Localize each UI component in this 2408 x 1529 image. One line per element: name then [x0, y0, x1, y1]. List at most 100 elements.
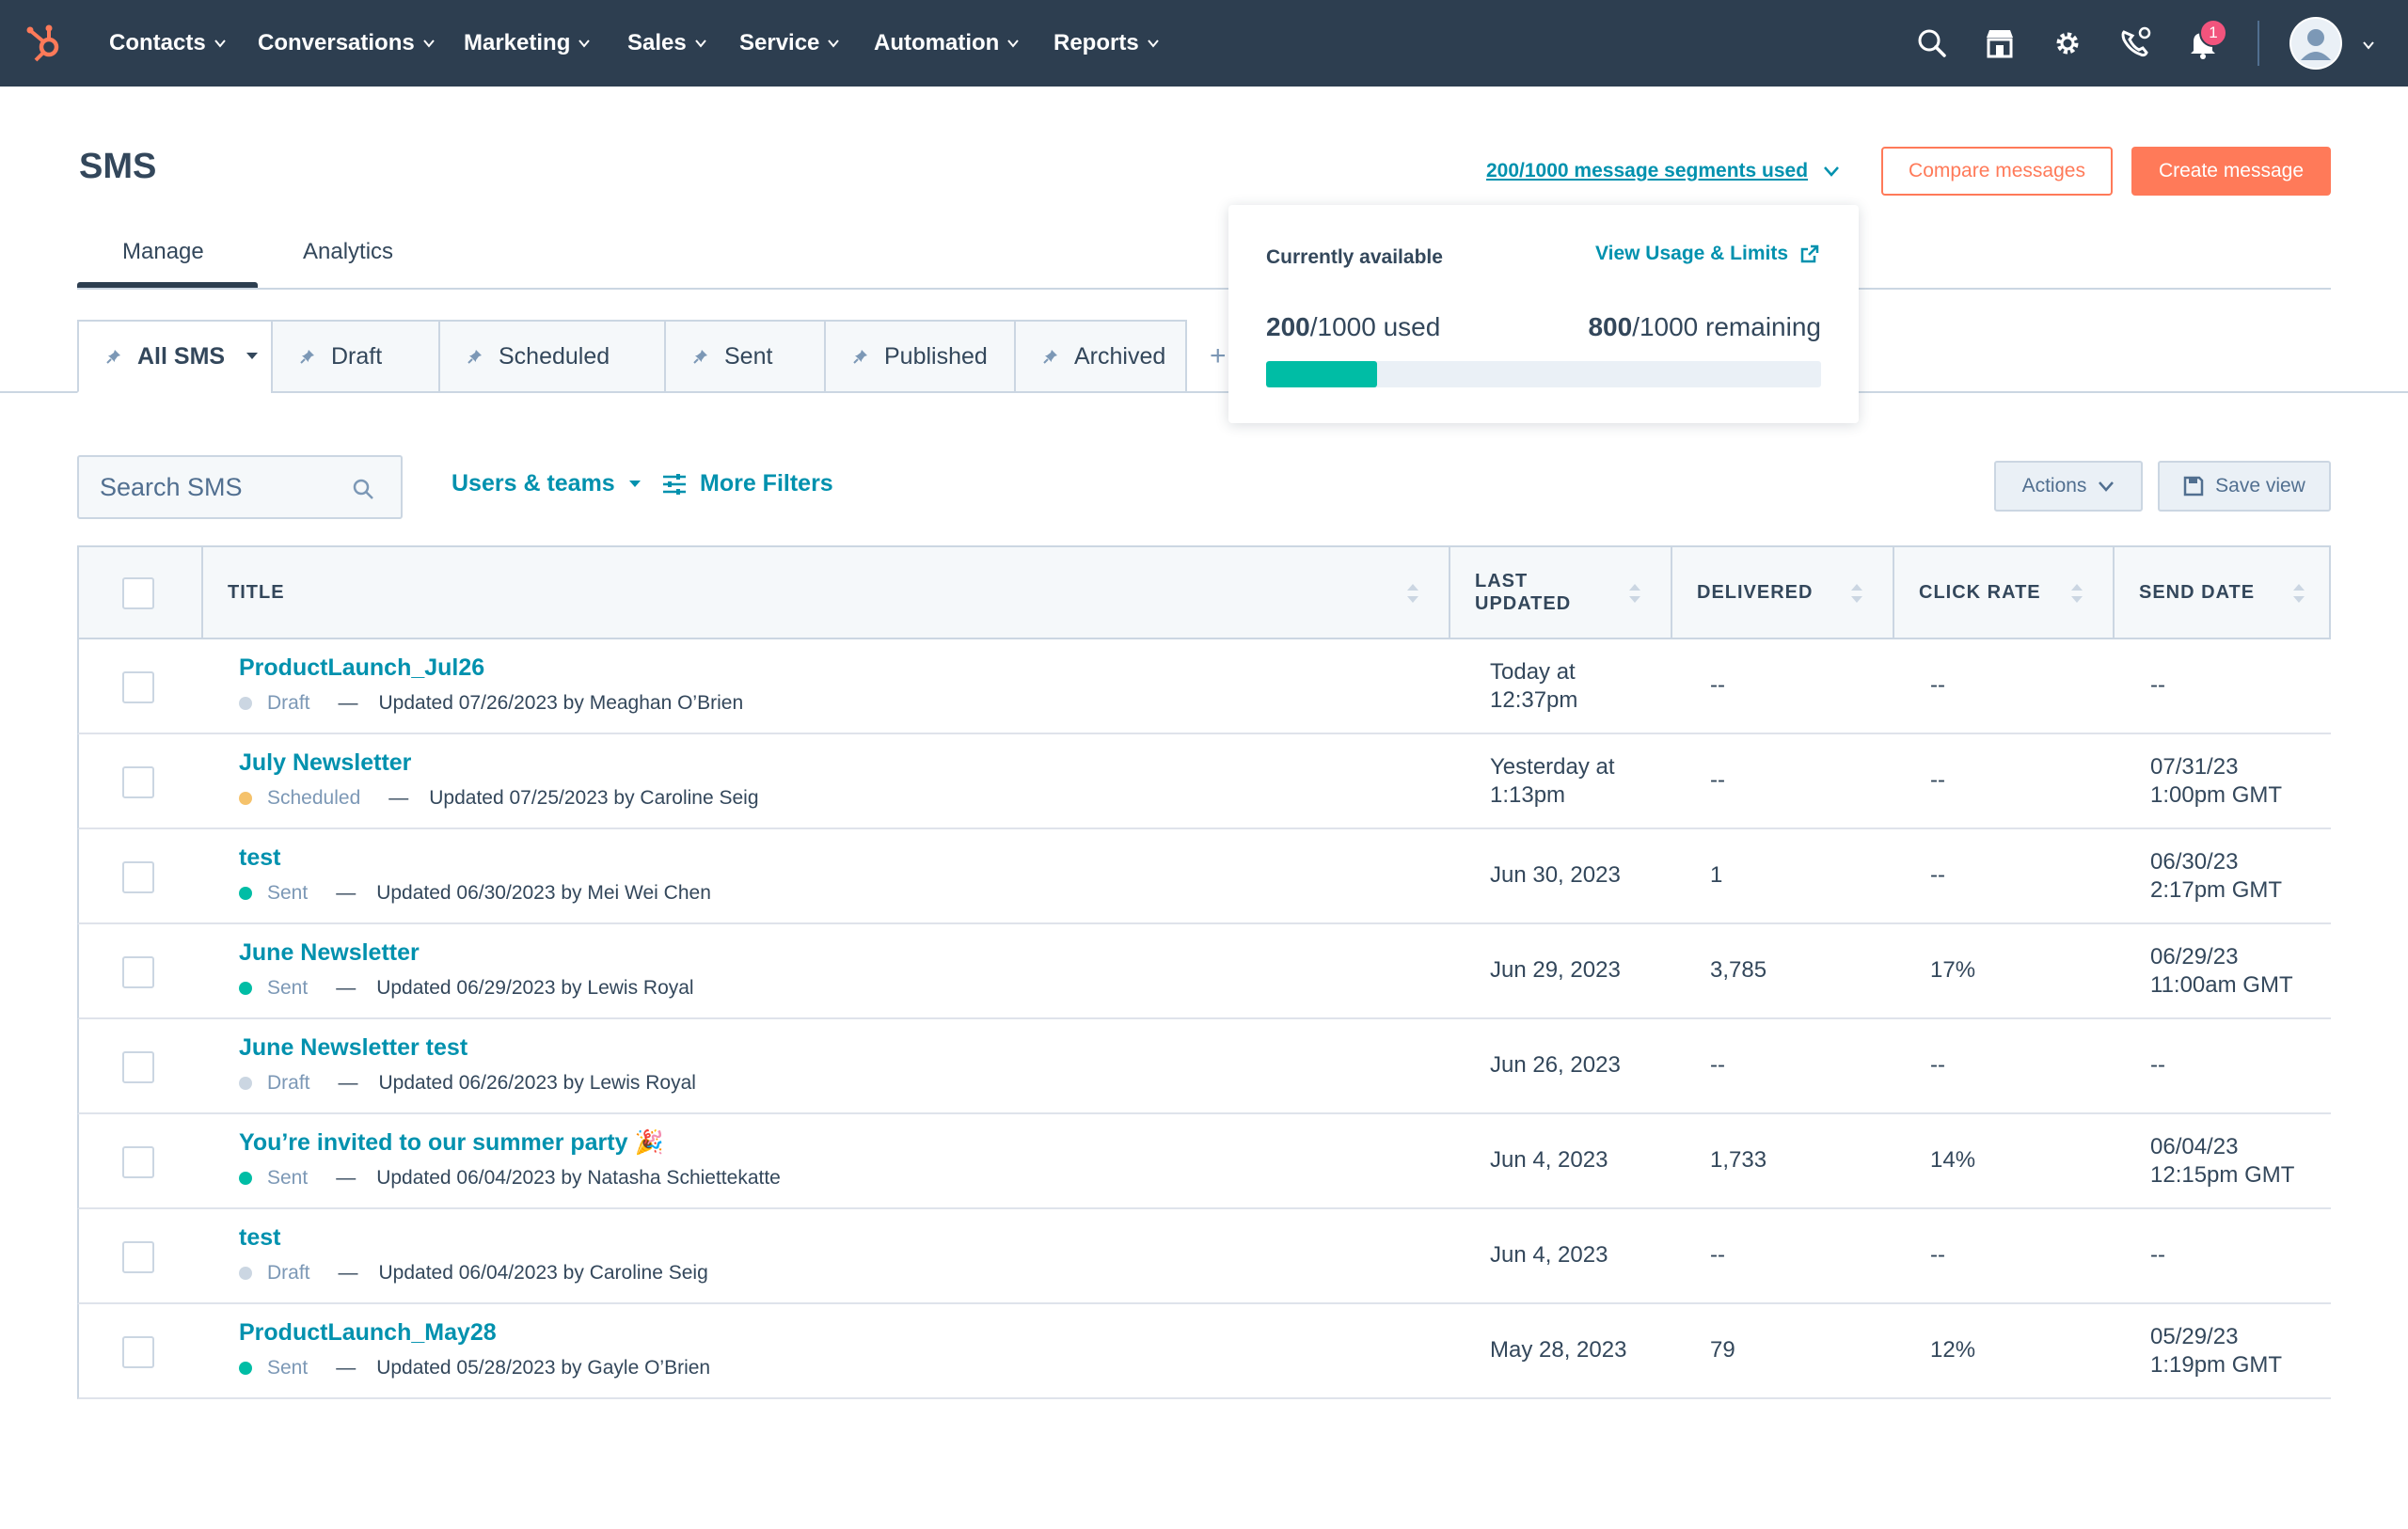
column-header-last-updated-line2: UPDATED [1475, 593, 1572, 614]
send-date-line1: 06/04/23 [2150, 1134, 2239, 1159]
table-row: June Newsletter Sent — Updated 06/29/202… [77, 924, 2331, 1019]
view-tab-label: Draft [331, 342, 383, 370]
delivered-cell: 3,785 [1710, 957, 1767, 983]
row-meta: Sent — Updated 06/30/2023 by Mei Wei Che… [239, 882, 711, 905]
nav-divider [2258, 21, 2259, 66]
sort-arrows-icon[interactable] [1627, 581, 1642, 606]
more-filters-button[interactable]: More Filters [662, 470, 833, 497]
row-meta: Sent — Updated 05/28/2023 by Gayle O’Bri… [239, 1357, 710, 1379]
column-header-send-date[interactable]: SEND DATE [2139, 582, 2256, 603]
search-sms-field[interactable] [77, 455, 403, 519]
row-checkbox[interactable] [122, 671, 154, 703]
message-segments-usage-link[interactable]: 200/1000 message segments used [1486, 160, 1840, 182]
send-date-line2: 1:00pm GMT [2150, 782, 2283, 808]
chevron-down-icon[interactable] [2361, 38, 2376, 53]
top-navigation-bar: Contacts Conversations Marketing Sales S… [0, 0, 2408, 87]
view-tab-label: Sent [724, 342, 773, 370]
marketplace-icon[interactable] [1981, 24, 2019, 62]
view-tab-published[interactable]: Published [824, 320, 1016, 393]
search-input[interactable] [98, 471, 346, 503]
sort-arrows-icon[interactable] [1405, 581, 1420, 606]
last-updated-cell: Yesterday at 1:13pm [1490, 753, 1615, 810]
column-separator [201, 547, 203, 638]
nav-contacts[interactable]: Contacts [109, 0, 227, 87]
status-dot [239, 1172, 252, 1185]
users-teams-filter[interactable]: Users & teams [452, 470, 642, 497]
delivered-cell: -- [1710, 672, 1725, 698]
sort-arrows-icon[interactable] [1849, 581, 1864, 606]
click-rate-cell: 12% [1930, 1337, 1976, 1363]
send-date-line2: 2:17pm GMT [2150, 877, 2283, 903]
nav-marketing[interactable]: Marketing [464, 0, 591, 87]
users-teams-label: Users & teams [452, 470, 615, 497]
compare-messages-button[interactable]: Compare messages [1881, 147, 2113, 196]
view-tab-archived[interactable]: Archived [1014, 320, 1187, 393]
search-icon [353, 479, 373, 499]
notification-count-badge: 1 [2199, 19, 2227, 47]
save-view-button[interactable]: Save view [2158, 461, 2331, 512]
column-header-title[interactable]: TITLE [228, 582, 285, 603]
click-rate-cell: 17% [1930, 957, 1976, 983]
sms-title-link[interactable]: ProductLaunch_Jul26 [239, 654, 485, 681]
sms-title-link[interactable]: You’re invited to our summer party 🎉 [239, 1129, 664, 1156]
status-label: Sent [267, 977, 309, 999]
create-message-button[interactable]: Create message [2131, 147, 2331, 196]
last-updated-cell: May 28, 2023 [1490, 1336, 1626, 1364]
row-checkbox[interactable] [122, 861, 154, 893]
add-view-plus-icon[interactable]: + [1210, 340, 1227, 371]
table-row: ProductLaunch_May28 Sent — Updated 05/28… [77, 1304, 2331, 1399]
sms-title-link[interactable]: June Newsletter test [239, 1034, 468, 1061]
row-checkbox[interactable] [122, 1146, 154, 1178]
column-header-delivered[interactable]: DELIVERED [1697, 582, 1814, 603]
nav-automation[interactable]: Automation [874, 0, 1020, 87]
sms-title-link[interactable]: test [239, 844, 281, 871]
save-disk-icon [2183, 476, 2204, 497]
last-updated-cell: Jun 30, 2023 [1490, 861, 1621, 890]
settings-gear-icon[interactable] [2049, 24, 2086, 62]
send-date-line2: 11:00am GMT [2150, 972, 2293, 998]
send-date-cell: 06/04/23 12:15pm GMT [2150, 1133, 2294, 1190]
sort-arrows-icon[interactable] [2069, 581, 2084, 606]
view-tab-scheduled[interactable]: Scheduled [438, 320, 666, 393]
table-row: test Sent — Updated 06/30/2023 by Mei We… [77, 829, 2331, 924]
sms-title-link[interactable]: test [239, 1224, 281, 1251]
column-separator [1893, 547, 1894, 638]
view-usage-limits-link[interactable]: View Usage & Limits [1595, 243, 1820, 265]
sms-title-link[interactable]: July Newsletter [239, 749, 412, 776]
status-label: Sent [267, 1357, 309, 1379]
sort-arrows-icon[interactable] [2291, 581, 2306, 606]
select-all-checkbox[interactable] [122, 577, 154, 609]
row-meta: Sent — Updated 06/04/2023 by Natasha Sch… [239, 1167, 781, 1190]
sms-title-link[interactable]: June Newsletter [239, 939, 420, 966]
pin-icon [467, 350, 482, 364]
search-icon[interactable] [1913, 24, 1951, 62]
table-row: You’re invited to our summer party 🎉 Sen… [77, 1114, 2331, 1209]
tab-analytics[interactable]: Analytics [303, 239, 394, 264]
row-checkbox[interactable] [122, 1051, 154, 1083]
user-avatar[interactable] [2289, 17, 2342, 70]
hubspot-logo-icon[interactable] [24, 23, 66, 64]
view-tab-draft[interactable]: Draft [271, 320, 440, 393]
meta-dash: — [336, 977, 356, 999]
table-header: TITLE LAST UPDATED DELIVERED CLICK RATE … [77, 545, 2331, 639]
send-date-line2: 1:19pm GMT [2150, 1352, 2283, 1378]
row-checkbox[interactable] [122, 1241, 154, 1273]
view-tab-all-sms[interactable]: All SMS [77, 320, 273, 393]
nav-service[interactable]: Service [739, 0, 840, 87]
view-tab-sent[interactable]: Sent [664, 320, 826, 393]
nav-sales[interactable]: Sales [627, 0, 707, 87]
actions-dropdown-button[interactable]: Actions [1994, 461, 2143, 512]
tab-manage[interactable]: Manage [122, 239, 204, 264]
meta-dash: — [336, 1167, 356, 1189]
column-header-click-rate[interactable]: CLICK RATE [1919, 582, 2041, 603]
nav-reports[interactable]: Reports [1054, 0, 1160, 87]
row-checkbox[interactable] [122, 1336, 154, 1368]
row-checkbox[interactable] [122, 956, 154, 988]
status-label: Draft [267, 1262, 310, 1284]
row-checkbox[interactable] [122, 766, 154, 798]
sms-title-link[interactable]: ProductLaunch_May28 [239, 1319, 497, 1346]
column-header-last-updated[interactable]: LAST UPDATED [1475, 547, 1571, 638]
nav-conversations[interactable]: Conversations [258, 0, 436, 87]
calling-phone-icon[interactable] [2116, 24, 2154, 62]
updated-by-text: Updated 06/04/2023 by Caroline Seig [378, 1262, 708, 1284]
